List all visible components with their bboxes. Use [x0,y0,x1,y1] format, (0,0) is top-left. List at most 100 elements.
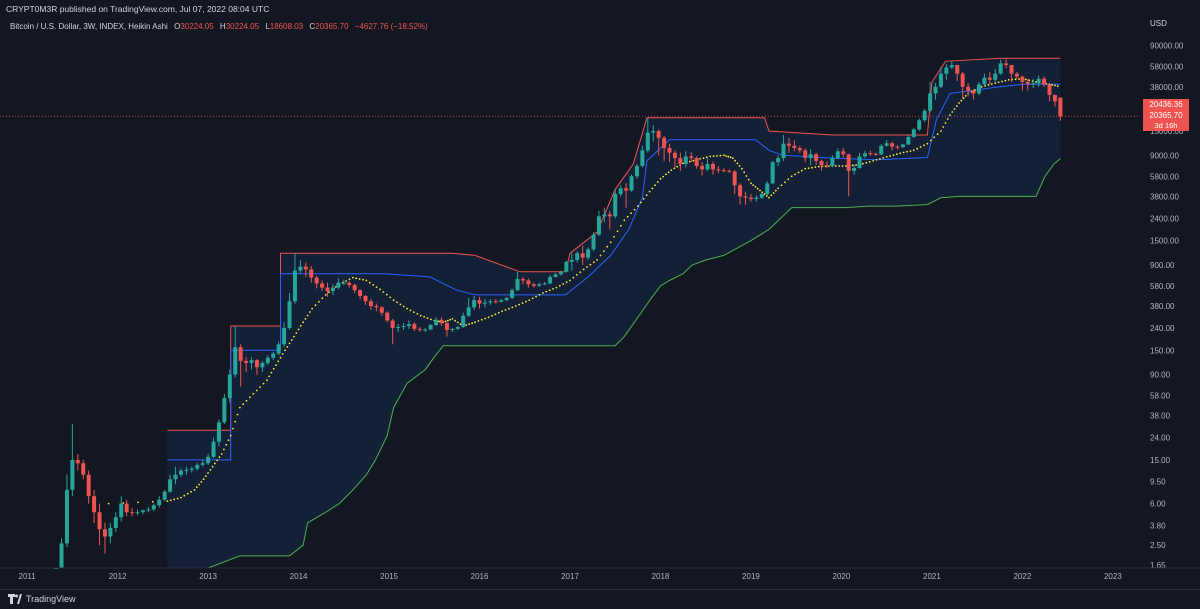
x-tick-label: 2011 [19,572,37,581]
sar-dot [471,322,473,325]
candle-body [314,277,319,284]
candle [238,344,243,387]
sar-dot [538,293,541,296]
sar-dot [207,472,210,474]
candle [716,165,721,174]
candle-body [358,290,363,296]
sar-dot [797,171,800,174]
price-axis: 90000.0058000.0038000.0024000.0015000.00… [1150,42,1184,570]
candle-body [493,301,498,303]
candle-body [868,153,873,155]
sar-dot [504,309,507,311]
sar-dot [176,497,179,500]
candle-body [759,193,764,198]
candle [249,357,254,370]
sar-dot [286,346,289,348]
candle-body [303,266,308,270]
sar-dot [227,439,230,442]
candle [265,355,270,366]
candle [363,294,368,305]
x-tick-label: 2015 [380,572,398,581]
sar-dot [262,382,265,385]
sar-dot [318,300,320,303]
candle-body [607,214,612,217]
candle [227,369,232,403]
sar-dot [1054,84,1056,87]
sar-dot [225,443,228,446]
tradingview-logo[interactable]: TradingView [8,594,76,604]
candle [119,496,124,522]
candle-body [151,505,156,510]
candle [189,466,194,473]
candle [776,155,781,166]
price-chart[interactable]: 90000.0058000.0038000.0024000.0015000.00… [0,0,1200,589]
sar-dot [204,475,207,477]
candle-body [949,65,954,68]
candle-body [803,150,808,159]
candle [797,145,802,153]
sar-dot [521,302,524,304]
sar-dot [223,448,225,451]
sar-dot [211,465,214,468]
candle-body [173,474,178,480]
candle [732,170,737,194]
candle [548,274,553,285]
sar-dot [335,286,337,288]
candle [689,152,694,163]
sar-dot [732,157,734,160]
candle [488,299,493,305]
sar-dot [603,250,605,253]
sar-dot [511,306,514,309]
sar-dot [761,191,764,194]
symbol-title[interactable]: Bitcoin / U.S. Dollar, 3W, INDEX, Heikin… [10,22,168,31]
candle-body [113,517,118,528]
candle [140,509,145,515]
sar-dot [437,320,440,323]
candle-body [770,162,775,184]
sar-dot [955,105,958,107]
sar-dot [1051,84,1054,86]
candle-body [200,463,205,465]
candle [81,459,86,480]
candle-body [412,324,417,329]
sar-dot [958,102,960,104]
candle [1036,75,1041,87]
candle [461,312,466,328]
sar-dot [268,375,271,378]
y-tick-label: 15.00 [1150,456,1171,465]
sar-dot [508,307,510,310]
candle-body [548,276,553,284]
candle-body [374,306,379,308]
candle-body [553,274,558,277]
candle-body [330,287,335,292]
candle [520,276,525,285]
candle [374,303,379,312]
candle-body [379,307,384,313]
sar-dot [562,283,565,285]
candle [976,81,981,95]
candle [341,279,346,286]
y-tick-label: 150.00 [1150,346,1175,355]
candle [884,140,889,147]
sar-dot [255,389,258,392]
sar-dot [745,175,748,177]
sar-dot [1014,78,1017,81]
sar-dot [579,271,582,274]
x-tick-label: 2018 [652,572,670,581]
candle [890,141,895,151]
candle-body [70,459,75,490]
candle-body [227,374,232,399]
candle [949,61,954,70]
candle-body [716,169,721,171]
candle [814,152,819,165]
sar-dot [304,318,307,320]
candle-body [846,154,851,171]
sar-dot [456,321,459,324]
y-tick-label: 2400.00 [1150,214,1179,223]
candle [993,69,998,82]
sar-dot [1024,78,1027,81]
candle [417,326,422,333]
candle-body [884,143,889,146]
candle [135,509,140,516]
sar-dot [838,165,841,167]
